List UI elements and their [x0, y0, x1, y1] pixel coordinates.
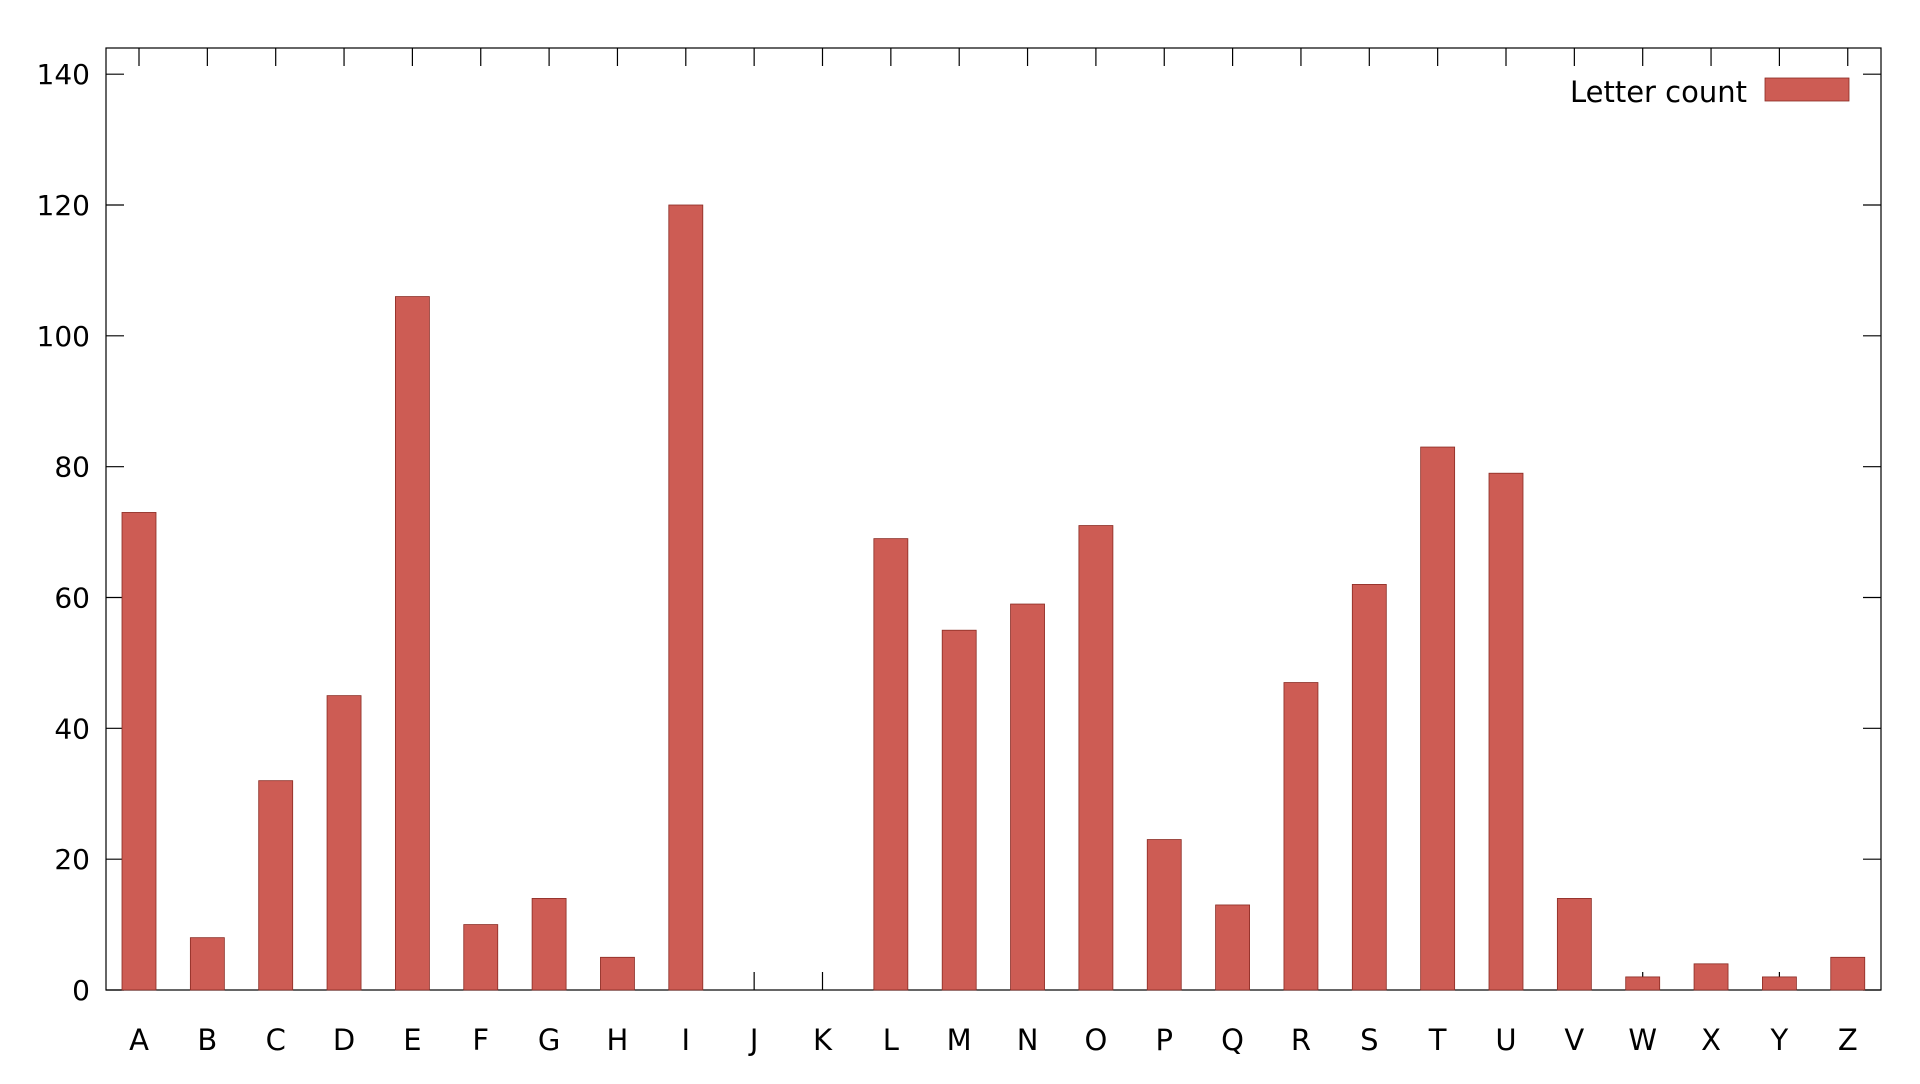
- x-tick-label: T: [1428, 1023, 1447, 1057]
- x-tick-label: Y: [1770, 1023, 1789, 1057]
- bar-o: [1078, 525, 1114, 991]
- y-tick-label: 140: [37, 58, 90, 91]
- x-tick-label: R: [1291, 1023, 1311, 1057]
- x-tick-label: C: [266, 1023, 286, 1057]
- x-tick-label: V: [1564, 1023, 1584, 1057]
- bar-l: [873, 538, 909, 991]
- bar-u: [1488, 472, 1524, 991]
- x-tick-label: O: [1084, 1023, 1107, 1057]
- bar-n: [1010, 603, 1045, 991]
- bar-m: [941, 629, 977, 991]
- ticks: [106, 48, 1881, 991]
- x-tick-label: Q: [1221, 1023, 1244, 1057]
- legend-swatch: [1764, 77, 1850, 102]
- bar-c: [258, 780, 294, 991]
- x-tick-label: N: [1017, 1023, 1039, 1057]
- x-tick-label: E: [403, 1023, 421, 1057]
- x-tick-label: W: [1628, 1023, 1657, 1057]
- plot-frame: [105, 47, 1882, 991]
- bar-s: [1351, 584, 1387, 991]
- bar-z: [1830, 956, 1866, 991]
- bar-a: [121, 512, 157, 991]
- bar-b: [189, 937, 225, 991]
- bars: [121, 204, 1866, 991]
- x-tick-label: M: [947, 1023, 972, 1057]
- x-tick-label: H: [607, 1023, 629, 1057]
- x-tick-label: B: [197, 1023, 217, 1057]
- bar-w: [1625, 976, 1661, 991]
- y-tick-label: 40: [54, 712, 90, 745]
- x-tick-label: U: [1495, 1023, 1516, 1057]
- x-tick-label: G: [538, 1023, 560, 1057]
- y-tick-label: 0: [72, 974, 90, 1007]
- x-tick-label: A: [129, 1023, 149, 1057]
- bar-f: [463, 924, 499, 991]
- bar-v: [1556, 898, 1592, 991]
- bar-d: [326, 695, 362, 991]
- legend-label: Letter count: [1570, 75, 1747, 109]
- x-tick-label: J: [748, 1023, 759, 1057]
- bar-h: [600, 956, 635, 991]
- bar-g: [531, 898, 567, 991]
- x-tick-label: Z: [1838, 1023, 1858, 1057]
- tick-labels: 0 20 40 60 80 100 120 140 A B C D E F G H I J K L M N O P Q R S T U V…: [37, 58, 1858, 1057]
- y-tick-label: 120: [37, 189, 90, 222]
- bar-q: [1215, 904, 1250, 991]
- x-tick-label: I: [682, 1023, 691, 1057]
- y-tick-label: 80: [54, 451, 90, 484]
- bar-x: [1693, 963, 1729, 991]
- x-tick-label: K: [813, 1023, 833, 1057]
- x-tick-label: D: [333, 1023, 355, 1057]
- y-tick-label: 100: [37, 320, 90, 353]
- bar-t: [1420, 446, 1456, 991]
- x-tick-label: L: [883, 1023, 899, 1057]
- bar-r: [1283, 682, 1319, 991]
- bar-i: [668, 204, 704, 991]
- x-tick-label: P: [1156, 1023, 1174, 1057]
- y-tick-label: 20: [54, 843, 90, 876]
- bar-e: [394, 296, 430, 991]
- legend: Letter count: [1570, 75, 1850, 109]
- bar-p: [1146, 839, 1182, 991]
- bar-y: [1762, 976, 1797, 991]
- y-tick-label: 60: [54, 582, 90, 615]
- x-tick-label: F: [472, 1023, 489, 1057]
- x-tick-label: S: [1360, 1023, 1378, 1057]
- x-tick-label: X: [1701, 1023, 1721, 1057]
